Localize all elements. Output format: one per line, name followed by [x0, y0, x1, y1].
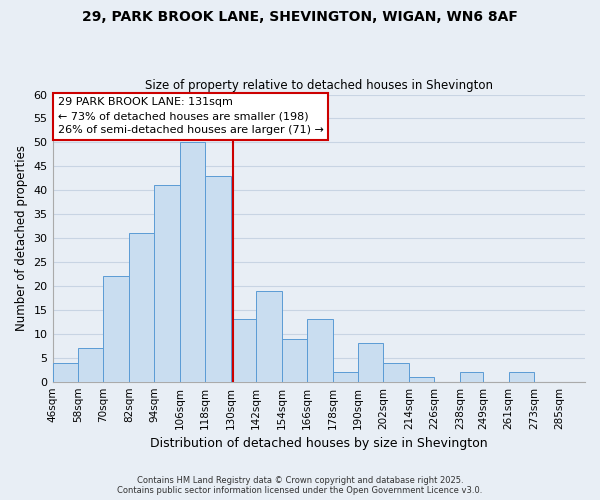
Bar	[180, 142, 205, 382]
Bar	[205, 176, 231, 382]
Bar	[509, 372, 534, 382]
Bar	[256, 291, 281, 382]
Bar	[129, 234, 154, 382]
Title: Size of property relative to detached houses in Shevington: Size of property relative to detached ho…	[145, 79, 493, 92]
Text: 29, PARK BROOK LANE, SHEVINGTON, WIGAN, WN6 8AF: 29, PARK BROOK LANE, SHEVINGTON, WIGAN, …	[82, 10, 518, 24]
Bar	[358, 344, 383, 382]
Bar	[332, 372, 358, 382]
Text: Contains HM Land Registry data © Crown copyright and database right 2025.
Contai: Contains HM Land Registry data © Crown c…	[118, 476, 482, 495]
X-axis label: Distribution of detached houses by size in Shevington: Distribution of detached houses by size …	[150, 437, 488, 450]
Text: 29 PARK BROOK LANE: 131sqm
← 73% of detached houses are smaller (198)
26% of sem: 29 PARK BROOK LANE: 131sqm ← 73% of deta…	[58, 98, 324, 136]
Bar	[78, 348, 103, 382]
Bar	[460, 372, 483, 382]
Bar	[154, 186, 180, 382]
Bar	[281, 338, 307, 382]
Bar	[409, 377, 434, 382]
Y-axis label: Number of detached properties: Number of detached properties	[15, 145, 28, 331]
Bar	[231, 320, 256, 382]
Bar	[53, 362, 78, 382]
Bar	[103, 276, 129, 382]
Bar	[307, 320, 332, 382]
Bar	[383, 362, 409, 382]
